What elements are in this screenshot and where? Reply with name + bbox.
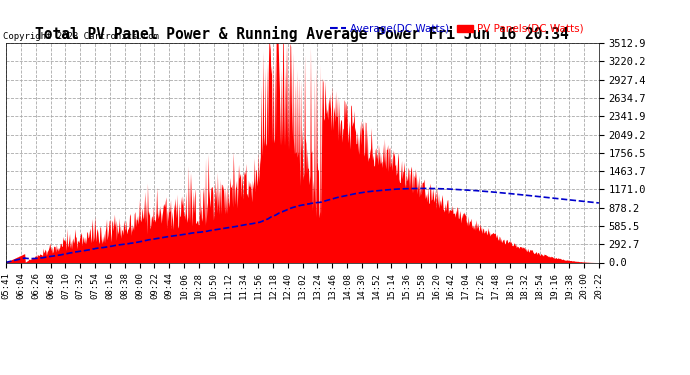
Legend: Average(DC Watts), PV Panels(DC Watts): Average(DC Watts), PV Panels(DC Watts) [326, 20, 588, 38]
Text: Copyright 2023 Cartronics.com: Copyright 2023 Cartronics.com [3, 32, 159, 41]
Title: Total PV Panel Power & Running Average Power Fri Jun 16 20:34: Total PV Panel Power & Running Average P… [35, 26, 569, 42]
